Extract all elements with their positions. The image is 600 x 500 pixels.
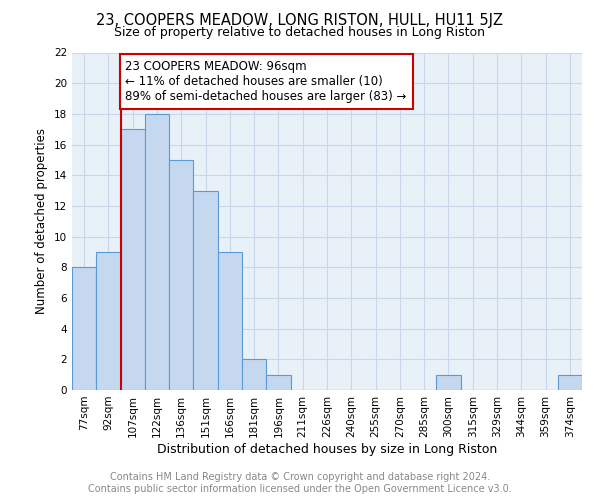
Text: Contains HM Land Registry data © Crown copyright and database right 2024.
Contai: Contains HM Land Registry data © Crown c… — [88, 472, 512, 494]
Bar — [169, 160, 193, 390]
X-axis label: Distribution of detached houses by size in Long Riston: Distribution of detached houses by size … — [157, 442, 497, 456]
Bar — [436, 374, 461, 390]
Bar — [266, 374, 290, 390]
Bar — [96, 252, 121, 390]
Bar — [558, 374, 582, 390]
Bar — [242, 360, 266, 390]
Bar — [121, 129, 145, 390]
Text: Size of property relative to detached houses in Long Riston: Size of property relative to detached ho… — [115, 26, 485, 39]
Bar — [218, 252, 242, 390]
Text: 23, COOPERS MEADOW, LONG RISTON, HULL, HU11 5JZ: 23, COOPERS MEADOW, LONG RISTON, HULL, H… — [97, 12, 503, 28]
Bar — [193, 190, 218, 390]
Text: 23 COOPERS MEADOW: 96sqm
← 11% of detached houses are smaller (10)
89% of semi-d: 23 COOPERS MEADOW: 96sqm ← 11% of detach… — [125, 60, 407, 103]
Bar — [72, 268, 96, 390]
Y-axis label: Number of detached properties: Number of detached properties — [35, 128, 49, 314]
Bar — [145, 114, 169, 390]
